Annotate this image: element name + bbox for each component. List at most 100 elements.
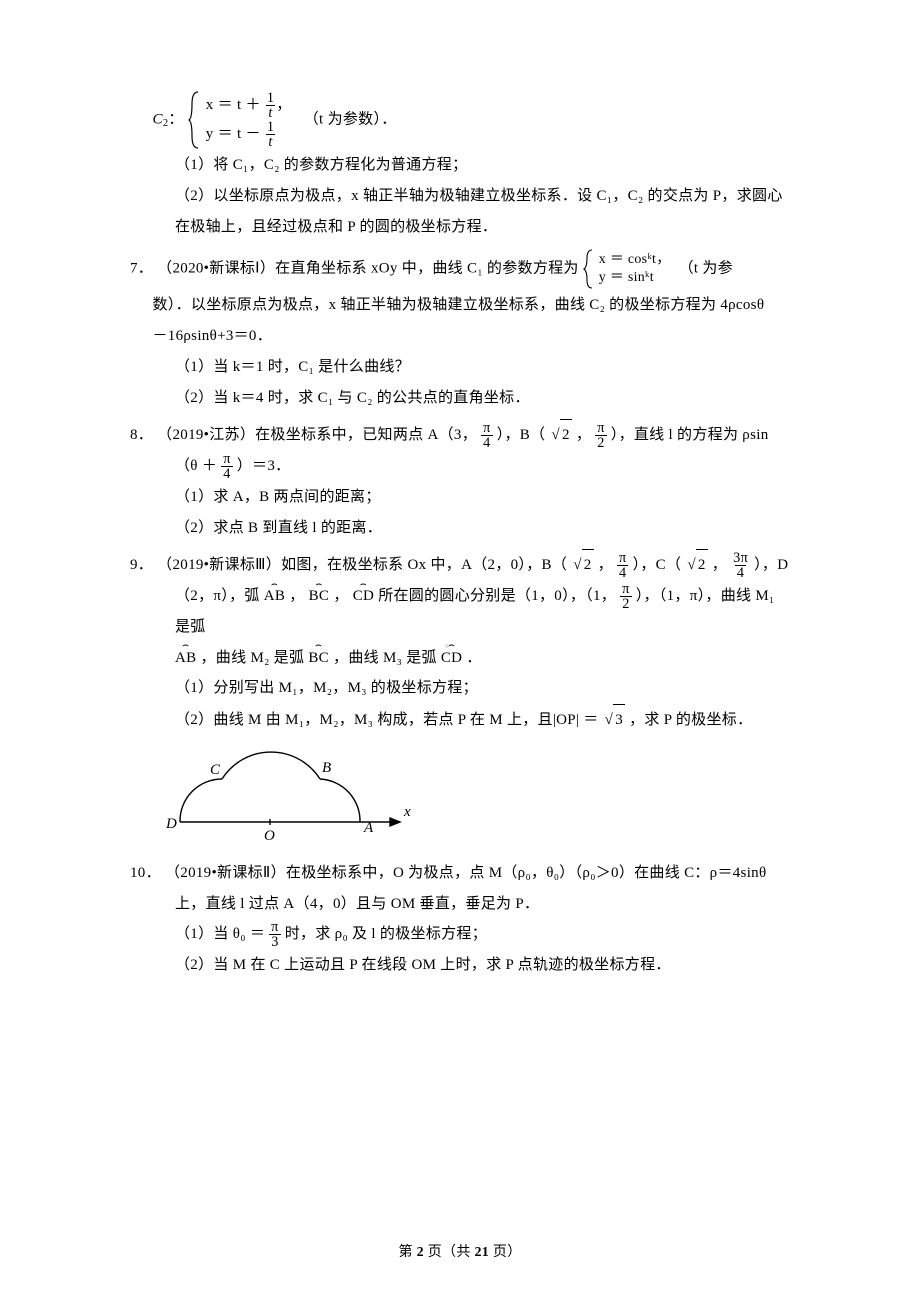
footer-prefix: 第 xyxy=(399,1245,413,1260)
q9-p2: （2）曲线 M 由 M₁，M₂，M₃ 构成，若点 P 在 M 上，且|OP| ＝… xyxy=(130,704,790,736)
c2-label: C xyxy=(153,111,163,127)
q9-line2c: ， xyxy=(333,588,348,604)
sqrt2: √2 xyxy=(551,419,571,451)
c2-piece2-a: y ＝ t － xyxy=(206,126,261,142)
question-9: 9． （2019•新课标Ⅲ）如图，在极坐标系 Ox 中，A（2，0），B（ √2… xyxy=(130,549,790,581)
q7-line2: 数）．以坐标原点为极点，x 轴正半轴为极轴建立极坐标系，曲线 C₂ 的极坐标方程… xyxy=(130,290,790,321)
q9-pi4-num: π xyxy=(617,551,629,565)
q8-mid2: ），直线 l 的方程为 ρsin xyxy=(611,427,769,443)
q9-p1: （1）分别写出 M₁，M₂，M₃ 的极坐标方程； xyxy=(130,673,790,704)
q10-line1: （2019•新课标Ⅱ）在极坐标系中，O 为极点，点 M（ρ₀，θ₀）（ρ₀＞0）… xyxy=(165,865,766,881)
c2-piece1-den: t xyxy=(266,105,274,120)
q7-tail1: （t 为参 xyxy=(679,261,733,277)
diagram-label-b: B xyxy=(322,760,331,776)
question-7: 7． （2020•新课标Ⅰ）在直角坐标系 xOy 中，曲线 C₁ 的参数方程为 … xyxy=(130,248,790,290)
q8-pi4-den: 4 xyxy=(481,435,492,450)
q8-line2-pi4-num: π xyxy=(221,452,233,466)
q8-p1: （1）求 A，B 两点间的距离； xyxy=(130,482,790,513)
q7-piece2: y ＝ sinᵏt xyxy=(599,269,671,287)
diagram-label-c: C xyxy=(210,762,221,778)
q7-num: 7． xyxy=(130,261,153,277)
q8-mid1: ），B（ xyxy=(497,427,546,443)
sqrt2-c: √2 xyxy=(687,549,707,581)
q9-line2: （2，π），弧 AB ， BC ， CD 所在圆的圆心分别是（1，0），（1， … xyxy=(130,581,790,643)
footer-mid: 页（共 xyxy=(428,1245,471,1260)
q10-p1: （1）当 θ₀ ＝ π3 时，求 ρ₀ 及 l 的极坐标方程； xyxy=(130,919,790,950)
q9-mid1: ， xyxy=(598,557,613,573)
q9-mid1b: ， xyxy=(712,557,727,573)
q7-p1: （1）当 k＝1 时，C₁ 是什么曲线？ xyxy=(130,352,790,383)
q10-pi3-den: 3 xyxy=(269,934,280,949)
sqrt3: √3 xyxy=(605,704,625,736)
left-brace-icon xyxy=(583,248,595,290)
q9-p2a: （2）曲线 M 由 M₁，M₂，M₃ 构成，若点 P 在 M 上，且|OP| ＝ xyxy=(175,712,603,728)
footer-current-page: 2 xyxy=(417,1245,424,1260)
q9-mid2: ），C（ xyxy=(633,557,682,573)
q10-p1b: 时，求 ρ₀ 及 l 的极坐标方程； xyxy=(285,926,487,942)
q7-line3: －16ρsinθ+3＝0． xyxy=(130,321,790,352)
question-8: 8． （2019•江苏）在极坐标系中，已知两点 A（3， π4 ），B（ √2 … xyxy=(130,419,790,451)
c2-piece2-num: 1 xyxy=(265,120,276,134)
q10-p1a: （1）当 θ₀ ＝ xyxy=(175,926,269,942)
q9-line2a: （2，π），弧 xyxy=(175,588,260,604)
q7-piecewise: x ＝ cosᵏt， y ＝ sinᵏt xyxy=(583,248,671,290)
c2-definition: C2： x ＝ t ＋ 1t， y ＝ t － 1t （t 为参数）． xyxy=(130,90,790,150)
q8-prefix: （2019•江苏）在极坐标系中，已知两点 A（3， xyxy=(157,427,477,443)
q9-polar-diagram: D A B C O x xyxy=(160,742,420,852)
arc-cd: CD xyxy=(353,581,374,612)
q9-pi4-den: 4 xyxy=(617,565,628,580)
diagram-label-o: O xyxy=(264,828,275,844)
q8-line2: （θ ＋ π4 ）＝3． xyxy=(130,451,790,482)
q9-line2d: 所在圆的圆心分别是（1，0），（1， xyxy=(378,588,616,604)
c2-piece1-c: ， xyxy=(276,97,291,113)
question-10: 10． （2019•新课标Ⅱ）在极坐标系中，O 为极点，点 M（ρ₀，θ₀）（ρ… xyxy=(130,858,790,889)
q7-prefix: （2020•新课标Ⅰ）在直角坐标系 xOy 中，曲线 C₁ 的参数方程为 xyxy=(157,261,579,277)
footer-suffix: 页） xyxy=(493,1245,522,1260)
diagram-label-d: D xyxy=(165,816,177,832)
q8-line2-pi4-den: 4 xyxy=(221,466,232,481)
sqrt2-b: √2 xyxy=(573,549,593,581)
q8-pi4-num: π xyxy=(481,421,493,435)
q9-3pi4-den: 4 xyxy=(735,565,746,580)
arc-bc-2: BC xyxy=(308,643,329,674)
c2-piece1-num: 1 xyxy=(265,91,276,105)
q7-p2: （2）当 k＝4 时，求 C₁ 与 C₂ 的公共点的直角坐标． xyxy=(130,383,790,414)
c2-piece2-den: t xyxy=(266,134,274,149)
c2-part1: （1）将 C₁，C₂ 的参数方程化为普通方程； xyxy=(130,150,790,181)
c2-colon: ： xyxy=(168,111,183,127)
q9-mid3: ），D xyxy=(754,557,788,573)
q8-pi2-num: π xyxy=(595,421,607,435)
q9-line3c: ． xyxy=(466,650,481,666)
c2-sub: 2 xyxy=(163,118,169,129)
arc-ab: AB xyxy=(264,581,285,612)
left-brace-icon xyxy=(188,90,202,150)
q8-line2-close: ）＝3． xyxy=(237,458,291,474)
c2-part2: （2）以坐标原点为极点，x 轴正半轴为极轴建立极坐标系．设 C₁，C₂ 的交点为… xyxy=(130,181,790,243)
page-center-dot-icon xyxy=(445,644,449,648)
arc-bc: BC xyxy=(309,581,330,612)
q8-num: 8． xyxy=(130,427,153,443)
q9-num: 9． xyxy=(130,557,153,573)
page-footer: 第 2 页（共 21 页） xyxy=(0,1239,920,1268)
q9-pi2-num: π xyxy=(620,582,632,596)
diagram-label-a: A xyxy=(363,820,374,836)
q9-p2b: ，求 P 的极坐标． xyxy=(629,712,752,728)
q9-line3a: ，曲线 M₂ 是弧 xyxy=(201,650,305,666)
arc-ab-2: AB xyxy=(175,643,196,674)
q9-line2b: ， xyxy=(289,588,304,604)
c2-piece1-a: x ＝ t ＋ xyxy=(206,97,261,113)
diagram-label-x: x xyxy=(403,804,411,820)
c2-piecewise: x ＝ t ＋ 1t， y ＝ t － 1t xyxy=(188,90,292,150)
q9-line3: AB ，曲线 M₂ 是弧 BC ，曲线 M₃ 是弧 CD ． xyxy=(130,643,790,674)
footer-total-pages: 21 xyxy=(474,1245,489,1260)
c2-tail: （t 为参数）． xyxy=(304,111,397,127)
q8-pi2-den: 2 xyxy=(595,435,606,450)
document-page: C2： x ＝ t ＋ 1t， y ＝ t － 1t （t 为参数）． （1）将… xyxy=(0,0,920,1302)
arc-cd-2: CD xyxy=(441,643,462,674)
q9-pi2-den: 2 xyxy=(620,596,631,611)
q10-pi3-num: π xyxy=(269,920,281,934)
q10-num: 10． xyxy=(130,865,161,881)
q7-piece1: x ＝ cosᵏt， xyxy=(599,251,671,269)
q8-p2: （2）求点 B 到直线 l 的距离． xyxy=(130,513,790,544)
q9-line3b: ，曲线 M₃ 是弧 xyxy=(333,650,437,666)
